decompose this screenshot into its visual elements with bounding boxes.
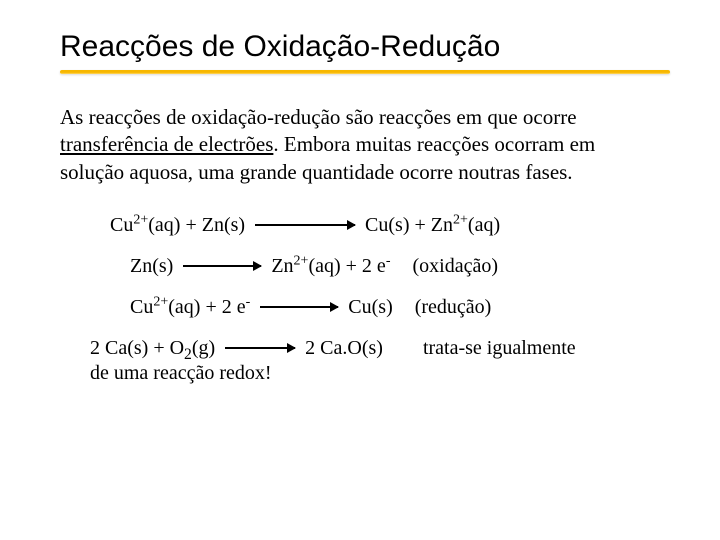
bottom-equation-block: 2 Ca(s) + O2(g) 2 Ca.O(s) trata-se igual… xyxy=(90,337,670,385)
equation-reduction: Cu2+(aq) + 2 e- Cu(s) (redução) xyxy=(130,296,670,319)
arrow-icon xyxy=(260,306,338,308)
equation-oxidation: Zn(s) Zn2+(aq) + 2 e- (oxidação) xyxy=(130,255,670,278)
bottom-note: de uma reacção redox! xyxy=(90,362,670,385)
para-pre: As reacções de oxidação-redução são reac… xyxy=(60,105,577,129)
oxidation-label: (oxidação) xyxy=(412,255,498,278)
main-rhs: Cu(s) + Zn2+(aq) xyxy=(365,214,500,237)
arrow-icon xyxy=(183,265,261,267)
arrow-icon xyxy=(225,347,295,349)
equation-main: Cu2+(aq) + Zn(s) Cu(s) + Zn2+(aq) xyxy=(110,214,670,237)
slide-content: Reacções de Oxidação-Redução As reacções… xyxy=(0,0,720,405)
bottom-rhs: 2 Ca.O(s) xyxy=(305,337,383,360)
para-underlined: transferência de electrões xyxy=(60,132,273,156)
reduction-label: (redução) xyxy=(415,296,492,319)
main-lhs: Cu2+(aq) + Zn(s) xyxy=(110,214,245,237)
reduction-lhs: Cu2+(aq) + 2 e- xyxy=(130,296,250,319)
bottom-equation: 2 Ca(s) + O2(g) 2 Ca.O(s) trata-se igual… xyxy=(90,337,670,360)
oxidation-rhs: Zn2+(aq) + 2 e- xyxy=(271,255,390,278)
oxidation-lhs: Zn(s) xyxy=(130,255,173,278)
bottom-label: trata-se igualmente xyxy=(423,337,576,360)
slide-title: Reacções de Oxidação-Redução xyxy=(60,30,670,64)
arrow-icon xyxy=(255,224,355,226)
title-underline xyxy=(60,70,670,74)
bottom-lhs: 2 Ca(s) + O2(g) xyxy=(90,337,215,360)
reduction-rhs: Cu(s) xyxy=(348,296,392,319)
equation-block: Cu2+(aq) + Zn(s) Cu(s) + Zn2+(aq) Zn(s) … xyxy=(110,214,670,319)
intro-paragraph: As reacções de oxidação-redução são reac… xyxy=(60,104,640,186)
